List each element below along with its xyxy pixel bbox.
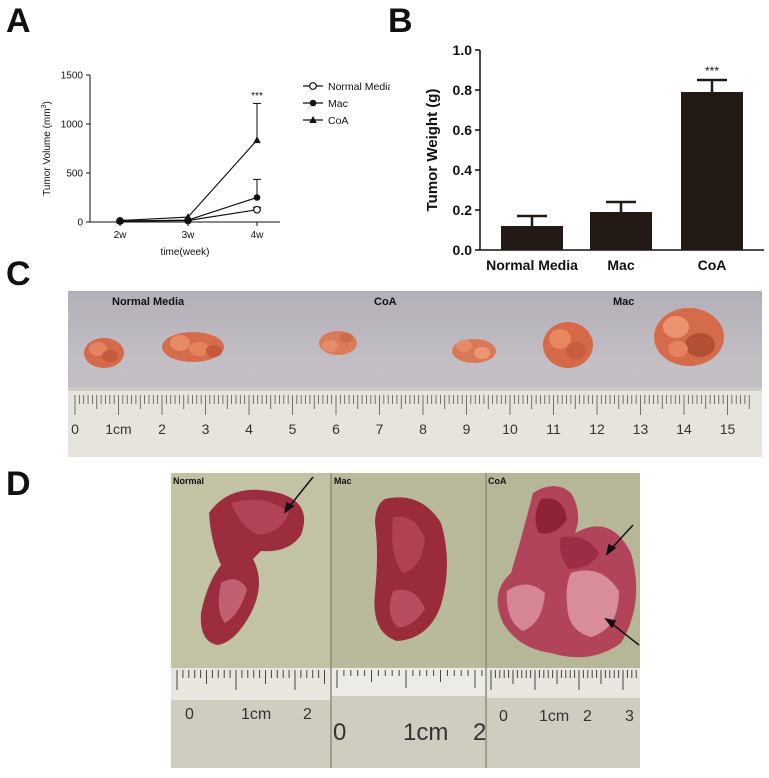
legend-label: CoA <box>328 115 348 127</box>
ruler-number: 1cm <box>241 706 272 723</box>
ruler-number: 0 <box>185 706 194 723</box>
x-tick-label: 4w <box>251 230 265 241</box>
photo-label-normal-media: Normal Media <box>112 296 185 308</box>
ruler-number: 4 <box>245 421 253 437</box>
data-point <box>309 99 317 107</box>
y-tick-label: 0.2 <box>453 202 473 218</box>
y-axis-label: Tumor Volume (mm3) <box>41 101 53 196</box>
photo-label-coa: CoA <box>374 296 397 308</box>
ruler-number: 2 <box>473 719 487 746</box>
ruler-number: 15 <box>720 421 736 437</box>
ruler-number: 2 <box>158 421 166 437</box>
ruler-number: 1cm <box>403 719 449 746</box>
ruler-number: 14 <box>676 421 692 437</box>
ruler-number: 3 <box>202 421 210 437</box>
data-point <box>184 213 192 221</box>
y-axis-label: Tumor Weight (g) <box>424 89 441 212</box>
bar <box>501 226 563 250</box>
significance-label: *** <box>251 91 263 102</box>
y-tick-label: 0 <box>77 218 83 229</box>
tumor-specimen <box>84 338 124 368</box>
ruler-number: 8 <box>419 421 427 437</box>
ruler-number: 10 <box>502 421 518 437</box>
bar <box>590 212 652 250</box>
ruler-number: 6 <box>332 421 340 437</box>
legend-label: Mac <box>328 98 348 110</box>
ruler-ticks <box>176 670 637 690</box>
y-tick-label: 1000 <box>61 120 84 131</box>
ruler-number: 12 <box>589 421 605 437</box>
arrow-icon <box>283 476 314 514</box>
y-tick-label: 0.0 <box>453 242 473 258</box>
series-line <box>119 139 258 222</box>
tumor-specimen <box>452 339 496 363</box>
organ-specimen <box>200 489 305 645</box>
tumor-specimen <box>654 308 724 366</box>
organ-photo-panel: Normal Mac CoA 0 1cm 2 0 1cm 2 0 1cm 2 3 <box>171 473 640 768</box>
ruler-number: 0 <box>499 708 508 725</box>
tumor-specimen <box>543 322 593 368</box>
x-tick-label: CoA <box>698 257 727 273</box>
ruler-number: 3 <box>625 708 634 725</box>
organ-specimen <box>497 486 637 658</box>
y-tick-label: 0.8 <box>453 82 473 98</box>
data-point <box>253 136 261 144</box>
tumor-photo-panel: 0 1cm 2 3 4 5 6 7 8 9 10 11 12 13 14 15 <box>68 291 762 457</box>
tumor-weight-bar-chart: 0.0 0.2 0.4 0.6 0.8 1.0 Tumor Weight (g) Normal… <box>424 42 764 273</box>
ruler-ticks: 0 1cm 2 3 4 5 6 7 8 9 10 11 12 13 14 15 <box>71 395 750 437</box>
ruler-number: 11 <box>546 421 561 437</box>
y-tick-label: 1500 <box>61 71 84 82</box>
y-tick-label: 0.4 <box>453 162 473 178</box>
bar <box>681 92 743 250</box>
x-tick-label: Normal Media <box>486 257 578 273</box>
data-point <box>309 116 317 123</box>
organ-specimen <box>374 497 447 641</box>
tumor-volume-line-chart: 0 500 1000 1500 2w 3w 4w time(week) Tumor Volume… <box>41 71 390 259</box>
arrow-icon <box>604 617 640 646</box>
panel-letter-a: A <box>6 2 31 40</box>
ruler-number: 2 <box>583 708 592 725</box>
tumor-photo-drawing: 0 1cm 2 3 4 5 6 7 8 9 10 11 12 13 14 15 <box>68 308 762 457</box>
photo-label-mac: Mac <box>613 296 635 308</box>
panel-letter-d: D <box>6 465 31 503</box>
ruler-number: 9 <box>463 421 471 437</box>
significance-label: *** <box>705 64 719 78</box>
organ-photo-drawing <box>171 473 640 768</box>
data-point <box>309 82 317 90</box>
ruler-number: 5 <box>289 421 297 437</box>
photo-label-coa: CoA <box>488 476 507 486</box>
y-tick-label: 1.0 <box>453 42 473 58</box>
ruler-number: 1cm <box>539 708 570 725</box>
tumor-specimen <box>162 332 224 362</box>
ruler-number: 13 <box>633 421 649 437</box>
ruler-number: 0 <box>333 719 347 746</box>
arrow-icon <box>605 524 634 556</box>
photo-label-normal: Normal <box>173 476 205 486</box>
data-point <box>253 194 261 201</box>
panel-letter-c: C <box>6 255 31 293</box>
x-tick-label: 3w <box>182 230 196 241</box>
y-tick-label: 500 <box>66 169 83 180</box>
x-tick-label: 2w <box>114 230 128 241</box>
data-point <box>253 205 261 214</box>
ruler-number: 7 <box>376 421 384 437</box>
legend-label: Normal Media <box>328 81 390 93</box>
panel-letter-b: B <box>388 2 413 40</box>
ruler-number: 2 <box>303 706 312 723</box>
data-point <box>116 216 124 224</box>
ruler-number: 1cm <box>105 421 131 437</box>
ruler-number: 0 <box>71 421 79 437</box>
photo-label-mac: Mac <box>334 476 352 486</box>
tumor-specimen <box>319 331 357 355</box>
y-tick-label: 0.6 <box>453 122 473 138</box>
x-axis-label: time(week) <box>161 247 210 258</box>
x-tick-label: Mac <box>607 257 634 273</box>
